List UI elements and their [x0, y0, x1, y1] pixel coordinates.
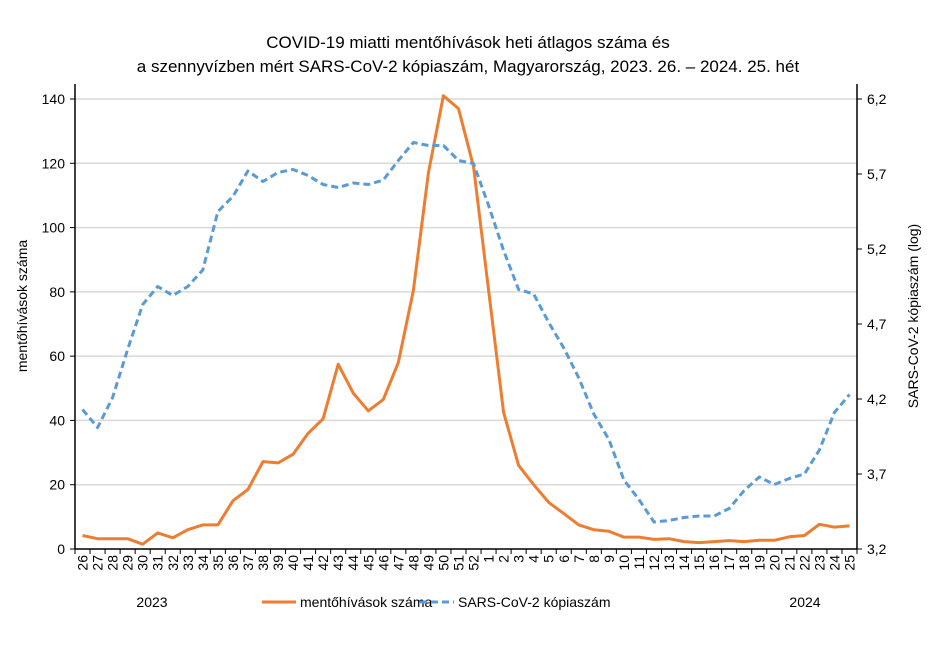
y2-tick-label: 5,2 [867, 241, 887, 257]
x-tick-label: 45 [360, 555, 376, 571]
x-tick-label: 17 [721, 555, 737, 571]
x-tick-label: 36 [225, 555, 241, 571]
x-tick-label: 46 [375, 555, 391, 571]
x-tick-label: 50 [435, 555, 451, 571]
x-tick-label: 28 [105, 555, 121, 571]
chart-title-line2: a szennyvízben mért SARS-CoV-2 kópiaszám… [137, 57, 800, 76]
y-tick-label: 100 [42, 220, 66, 236]
x-tick-label: 30 [135, 555, 151, 571]
y-tick-label: 20 [49, 477, 65, 493]
y-tick-label: 140 [42, 91, 66, 107]
x-tick-label: 13 [661, 555, 677, 571]
x-tick-label: 38 [255, 555, 271, 571]
x-tick-label: 7 [571, 555, 587, 563]
x-tick-label: 48 [405, 555, 421, 571]
series-line-copies [81, 141, 851, 524]
x-tick-label: 43 [330, 555, 346, 571]
x-tick-label: 33 [180, 555, 196, 571]
y2-tick-label: 3,7 [867, 466, 887, 482]
x-tick-label: 21 [781, 555, 797, 571]
x-tick-label: 9 [601, 555, 617, 563]
y-axis-label: mentőhívások száma [14, 240, 30, 372]
x-tick-label: 25 [841, 555, 857, 571]
x-tick-label: 5 [541, 555, 557, 563]
x-tick-label: 22 [796, 555, 812, 571]
x-tick-label: 6 [556, 555, 572, 563]
x-tick-label: 10 [616, 555, 632, 571]
x-tick-label: 1 [481, 555, 497, 563]
x-tick-label: 41 [300, 555, 316, 571]
chart-title-line1: COVID-19 miatti mentőhívások heti átlago… [266, 33, 669, 52]
x-tick-label: 8 [586, 555, 602, 563]
y2-tick-label: 6,2 [867, 91, 887, 107]
x-tick-label: 35 [210, 555, 226, 571]
x-tick-label: 29 [120, 555, 136, 571]
x-tick-label: 18 [736, 555, 752, 571]
x-tick-label: 47 [390, 555, 406, 571]
x-tick-label: 27 [90, 555, 106, 571]
y-tick-label: 80 [49, 284, 65, 300]
x-tick-label: 49 [420, 555, 436, 571]
x-tick-label: 3 [511, 555, 527, 563]
x-tick-label: 34 [195, 555, 211, 571]
year-label-2023: 2023 [136, 594, 167, 610]
y-tick-label: 60 [49, 348, 65, 364]
x-tick-label: 11 [631, 555, 647, 570]
legend-label-calls: mentőhívások száma [300, 594, 432, 610]
y2-tick-label: 5,7 [867, 166, 887, 182]
x-tick-label: 32 [165, 555, 181, 571]
legend-label-copies: SARS-CoV-2 kópiaszám [458, 594, 611, 610]
x-tick-label: 52 [466, 555, 482, 571]
x-tick-label: 15 [691, 555, 707, 571]
y2-tick-label: 3,2 [867, 541, 887, 557]
x-tick-label: 2 [496, 555, 512, 563]
x-tick-label: 40 [285, 555, 301, 571]
x-tick-label: 20 [766, 555, 782, 571]
x-tick-label: 24 [826, 555, 842, 571]
legend: mentőhívások száma SARS-CoV-2 kópiaszám [262, 594, 611, 610]
x-tick-label: 51 [450, 555, 466, 571]
x-tick-label: 44 [345, 555, 361, 571]
year-label-2024: 2024 [789, 594, 820, 610]
y-tick-label: 0 [57, 541, 65, 557]
y2-tick-label: 4,7 [867, 316, 887, 332]
x-tick-label: 26 [75, 555, 91, 571]
x-tick-label: 23 [811, 555, 827, 571]
y2-axis-label: SARS-CoV-2 kópiaszám (log) [905, 224, 921, 408]
x-tick-label: 12 [646, 555, 662, 571]
x-tick-label: 31 [150, 555, 166, 571]
x-tick-label: 19 [751, 555, 767, 571]
y-tick-label: 120 [42, 155, 66, 171]
y-tick-label: 40 [49, 412, 65, 428]
x-tick-label: 4 [526, 555, 542, 563]
x-tick-label: 39 [270, 555, 286, 571]
x-tick-label: 16 [706, 555, 722, 571]
y2-tick-label: 4,2 [867, 391, 887, 407]
x-tick-label: 42 [315, 555, 331, 571]
series-line-calls [82, 94, 850, 546]
x-tick-label: 14 [676, 555, 692, 571]
x-tick-label: 37 [240, 555, 256, 571]
